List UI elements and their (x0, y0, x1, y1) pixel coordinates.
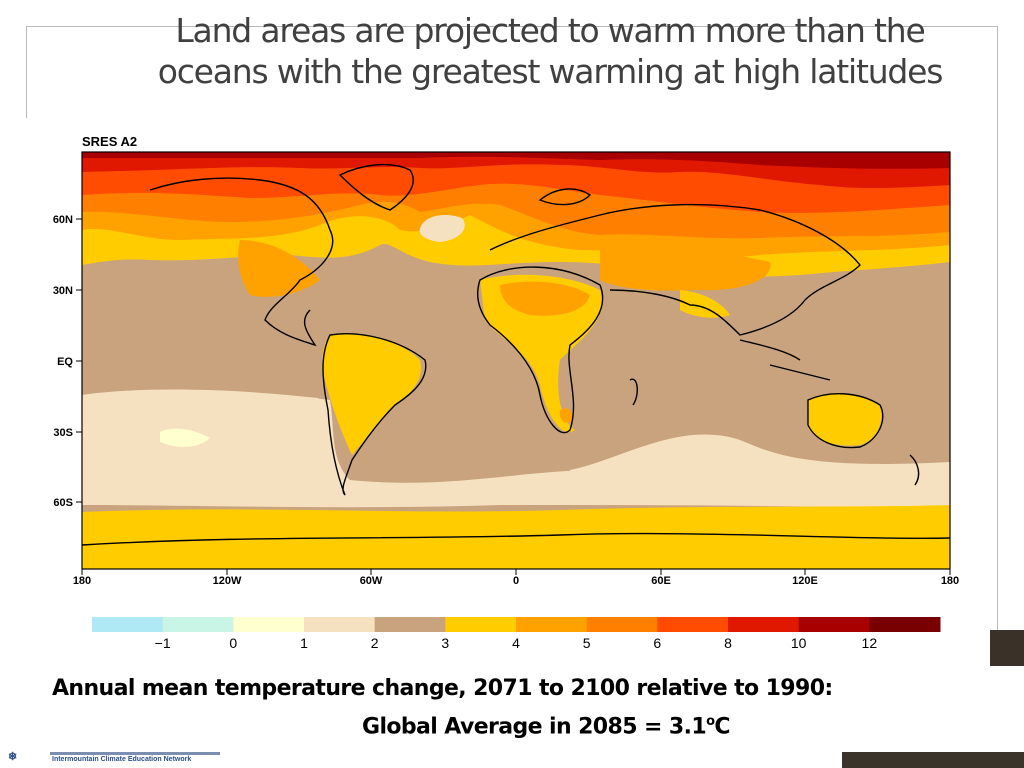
colorbar-swatch (657, 617, 729, 632)
colorbar-tick-label: 5 (583, 635, 591, 651)
footer-logo: ❄ Intermountain Climate Education Networ… (8, 748, 248, 768)
title-line-1: Land areas are projected to warm more th… (175, 11, 925, 50)
colorbar-swatch (162, 617, 234, 632)
field-spot-kalahari (559, 408, 573, 423)
logo-bar (50, 752, 220, 755)
colorbar-swatch (586, 617, 658, 632)
colorbar-swatch (445, 617, 517, 632)
coast-indonesia (739, 339, 831, 381)
colorbar (92, 617, 941, 632)
caption: Annual mean temperature change, 2071 to … (52, 676, 992, 739)
lat-label-30n: 30N (53, 285, 73, 297)
coast-greenland (338, 163, 414, 211)
colorbar-swatch (304, 617, 376, 632)
colorbar-swatch (374, 617, 446, 632)
lon-label-180e: 180 (941, 575, 959, 587)
field-land-africa (480, 274, 602, 432)
coast-eurasia (489, 203, 861, 336)
colorbar-tick-label: 2 (371, 635, 379, 651)
lon-label-120w: 120W (213, 575, 242, 587)
field-spot-0-1 (160, 428, 210, 447)
footer-org-name: Intermountain Climate Education Network (52, 756, 192, 763)
colorbar-swatch (233, 617, 305, 632)
lat-tick-marks (76, 218, 82, 503)
colorbar-swatch (798, 617, 870, 632)
caption-line-1: Annual mean temperature change, 2071 to … (52, 676, 833, 701)
colorbar-tick-label: 1 (300, 635, 308, 651)
field-land-india (680, 290, 730, 318)
coast-antarctica (82, 532, 950, 546)
lon-tick-marks (81, 569, 951, 575)
coast-africa (477, 266, 604, 434)
field-land-north-america (238, 240, 320, 297)
scenario-label: SRES A2 (82, 134, 137, 149)
caption-global-average: Global Average in 2085 = 3.1 (362, 714, 707, 740)
lon-label-60e: 60E (651, 575, 671, 587)
lon-label-60w: 60W (360, 575, 383, 587)
lon-label-120e: 120E (792, 575, 818, 587)
colorbar-swatch (92, 617, 164, 632)
colorbar-swatch (516, 617, 588, 632)
colorbar-tick-label: 6 (653, 635, 661, 651)
field-land-south-america (322, 333, 421, 455)
field-land-central-asia (600, 248, 771, 291)
slide-frame-left-edge (26, 26, 27, 118)
colorbar-tick-label: −1 (155, 635, 171, 651)
lat-label-60s: 60S (53, 497, 73, 509)
coast-south-america (322, 333, 427, 496)
lat-label-eq: EQ (57, 356, 73, 368)
colorbar-tick-label: 8 (724, 635, 732, 651)
slide-frame (26, 26, 998, 652)
lat-label-60n: 60N (53, 214, 73, 226)
colorbar-labels: −1 0 1 2 3 4 5 6 8 10 12 (155, 635, 878, 651)
field-band-10-12-north (82, 152, 950, 169)
building-photo-icon (990, 630, 1024, 666)
colorbar-tick-label: 10 (791, 635, 807, 651)
building-photo-strip (842, 752, 1024, 768)
coast-madagascar (629, 378, 638, 406)
field-band-3-4-antarctica (82, 505, 950, 569)
snowflake-icon: ❄ (8, 751, 18, 763)
field-land-sahara (500, 281, 590, 316)
temperature-field (82, 152, 950, 569)
lat-label-30s: 30S (53, 427, 73, 439)
title-line-2: oceans with the greatest warming at high… (157, 52, 944, 91)
coast-new-zealand (909, 454, 920, 486)
caption-line-2: Global Average in 2085 = 3.1oC (362, 714, 731, 740)
coast-scandinavia (538, 188, 592, 206)
field-land-australia (808, 393, 882, 446)
field-spot-north-atlantic (419, 215, 465, 242)
colorbar-swatch (728, 617, 800, 632)
slide-title: Land areas are projected to warm more th… (100, 10, 1000, 92)
colorbar-swatch (869, 617, 941, 632)
lon-label-180w: 180 (73, 575, 91, 587)
caption-unit: C (714, 714, 730, 740)
colorbar-tick-label: 4 (512, 635, 520, 651)
coast-australia (807, 392, 884, 449)
colorbar-tick-label: 12 (862, 635, 878, 651)
degree-sup: o (706, 714, 715, 729)
coast-north-america (149, 177, 334, 347)
colorbar-tick-label: 3 (441, 635, 449, 651)
colorbar-tick-label: 0 (229, 635, 237, 651)
lon-label-0: 0 (513, 575, 519, 587)
field-band-1-2-south-indian (570, 434, 950, 505)
field-band-1-2-south-pacific (82, 390, 322, 449)
coastlines (82, 163, 950, 546)
temperature-change-map: SRES A2 (53, 134, 959, 651)
